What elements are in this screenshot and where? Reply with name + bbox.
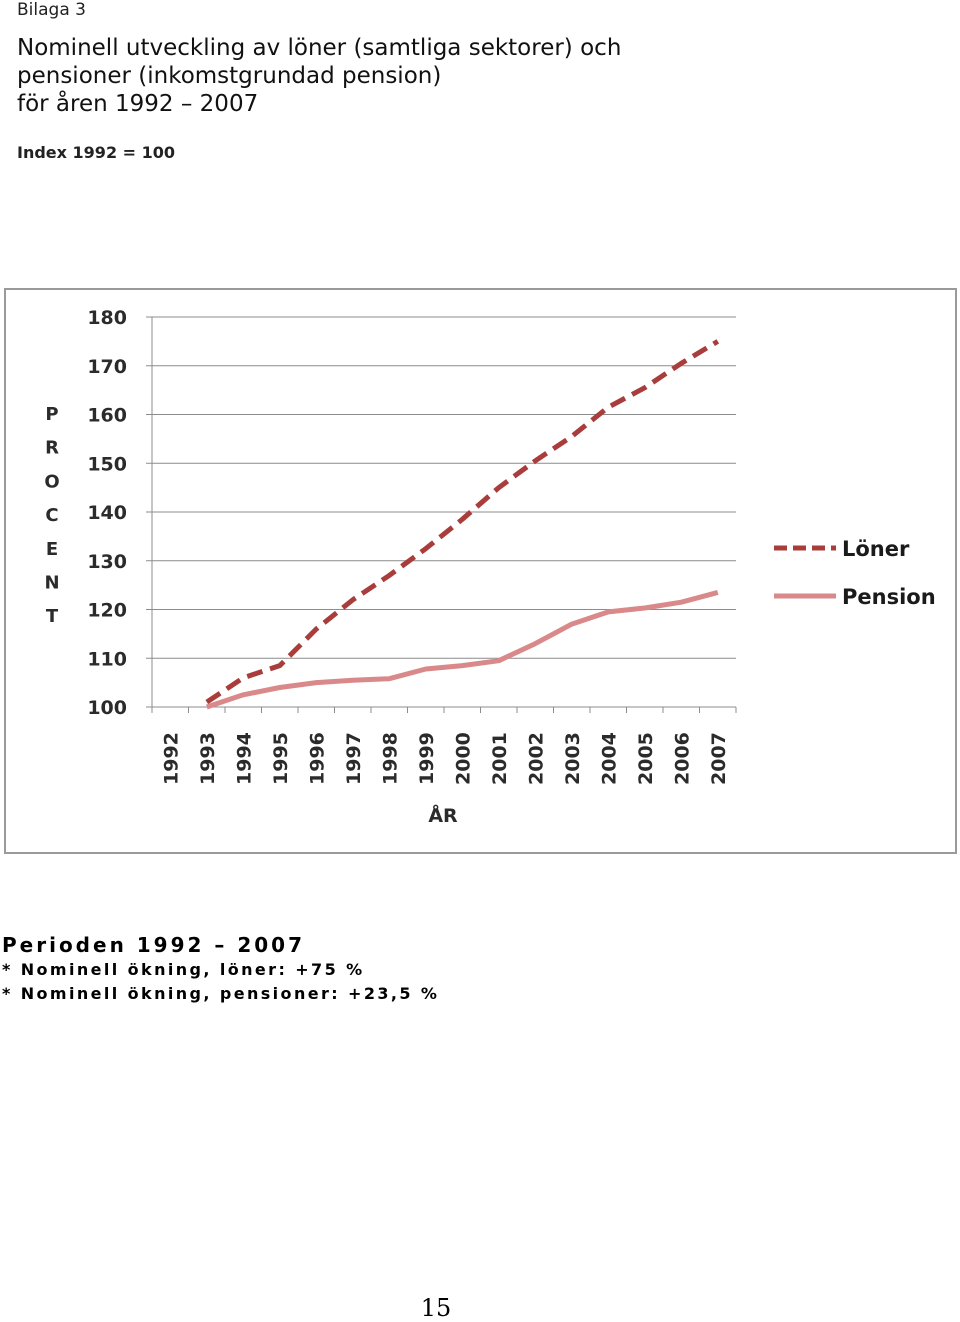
x-tick-label: 1998 <box>379 732 401 785</box>
x-tick-label: 2004 <box>598 732 620 785</box>
x-tick-label: 1995 <box>270 732 292 785</box>
y-axis-label-letter: P <box>45 404 58 425</box>
chart-frame: 100 110 120 130 140 150 160 170 180 1992 1993 1994 1… <box>4 288 957 854</box>
x-tick-label: 2006 <box>671 732 693 785</box>
x-axis-label: ÅR <box>428 803 458 827</box>
y-tick-label: 140 <box>87 502 127 524</box>
y-tick-label: 130 <box>87 551 127 573</box>
index-note: Index 1992 = 100 <box>17 143 175 162</box>
y-tick-label: 150 <box>87 453 127 475</box>
title-line-3: för åren 1992 – 2007 <box>17 90 737 118</box>
y-tick-label: 160 <box>87 405 127 427</box>
summary-heading: Perioden 1992 – 2007 <box>2 932 439 958</box>
title-line-2: pensioner (inkomstgrundad pension) <box>17 62 737 90</box>
x-tick-label: 1994 <box>233 732 255 785</box>
x-tick-label: 2001 <box>489 732 511 785</box>
page-number: 15 <box>0 1294 872 1322</box>
y-axis-label-letter: E <box>46 539 58 560</box>
x-tick-label: 1996 <box>306 732 328 785</box>
y-tick-label: 100 <box>87 697 127 719</box>
summary-line-wages: * Nominell ökning, löner: +75 % <box>2 958 439 982</box>
document-title: Nominell utveckling av löner (samtliga s… <box>17 34 737 118</box>
y-axis-label-letter: C <box>45 505 58 526</box>
y-tick-label: 180 <box>87 307 127 329</box>
x-tick-label: 1997 <box>343 732 365 785</box>
y-axis-label-letter: T <box>46 606 59 627</box>
y-tick-label: 120 <box>87 600 127 622</box>
summary-line-pensions: * Nominell ökning, pensioner: +23,5 % <box>2 982 439 1006</box>
x-tick-label: 2005 <box>635 732 657 785</box>
x-tick-label: 2007 <box>708 732 730 785</box>
y-axis-label-letter: R <box>45 438 59 459</box>
y-axis-label-letter: O <box>44 471 59 492</box>
x-tick-label: 1999 <box>416 732 438 785</box>
legend-label: Löner <box>842 537 910 561</box>
x-tick-label: 1993 <box>197 732 219 785</box>
series-line-loner <box>207 341 718 702</box>
summary-block: Perioden 1992 – 2007 * Nominell ökning, … <box>2 932 439 1006</box>
x-tick-label: 2000 <box>452 732 474 785</box>
x-tick-label: 2003 <box>562 732 584 785</box>
y-tick-label: 110 <box>87 648 127 670</box>
y-axis-label-letter: N <box>44 573 59 594</box>
legend-label: Pension <box>842 585 936 609</box>
appendix-label: Bilaga 3 <box>17 0 86 20</box>
title-line-1: Nominell utveckling av löner (samtliga s… <box>17 34 737 62</box>
y-tick-label: 170 <box>87 356 127 378</box>
x-tick-label: 2002 <box>525 732 547 785</box>
line-chart: 100 110 120 130 140 150 160 170 180 1992 1993 1994 1… <box>6 290 955 852</box>
x-tick-label: 1992 <box>160 732 182 785</box>
